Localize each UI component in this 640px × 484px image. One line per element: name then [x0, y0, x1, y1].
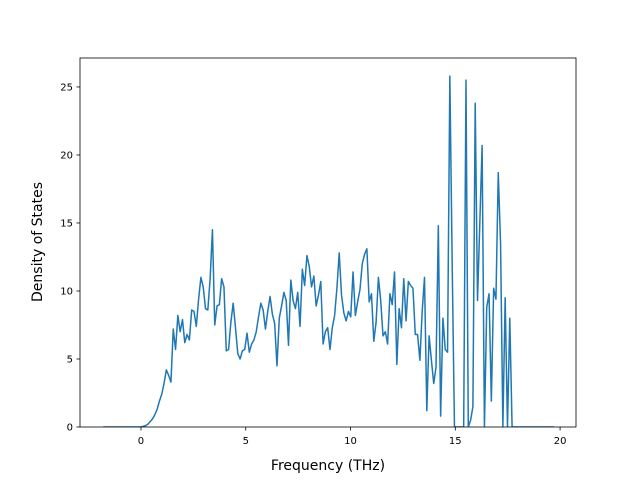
y-tick-label: 25: [60, 82, 73, 93]
y-tick-label: 0: [67, 423, 73, 434]
x-tick-label: 20: [554, 436, 567, 447]
y-tick-label: 20: [60, 150, 73, 161]
x-axis-label: Frequency (THz): [271, 458, 385, 474]
y-tick-label: 10: [60, 286, 73, 297]
x-tick-label: 10: [344, 436, 357, 447]
y-tick-label: 15: [60, 218, 73, 229]
line-series: [103, 75, 554, 427]
y-axis-label: Density of States: [30, 182, 46, 302]
x-tick-label: 0: [138, 436, 144, 447]
x-tick-label: 15: [449, 436, 462, 447]
x-tick-label: 5: [243, 436, 249, 447]
axes-frame: [79, 57, 577, 428]
y-tick-label: 5: [67, 354, 73, 365]
